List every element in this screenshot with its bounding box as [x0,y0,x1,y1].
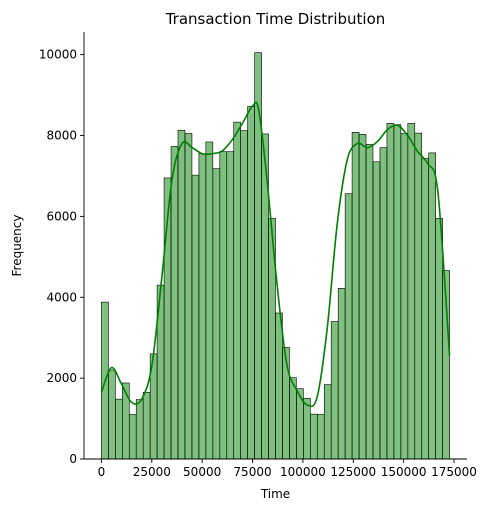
y-axis-title: Frequency [10,215,24,277]
histogram-bar [435,218,443,460]
x-tick-label: 150000 [381,465,427,479]
histogram-bar [316,414,325,460]
y-tick-label: 6000 [46,209,77,223]
histogram-bar [135,399,144,460]
x-tick-label: 100000 [280,465,326,479]
histogram-bars [101,52,450,460]
histogram-bar [128,414,137,460]
histogram-bar [177,129,186,460]
histogram-bar [337,288,346,460]
histogram-bar [421,158,429,460]
histogram-bar [428,152,436,460]
y-tick-label: 4000 [46,290,77,304]
x-tick-label: 175000 [431,465,477,479]
histogram-bar [226,151,235,460]
histogram-bar [247,106,255,460]
histogram-bar [198,153,207,460]
x-tick-label: 0 [98,465,106,479]
histogram-bar [393,124,402,460]
x-tick-label: 25000 [133,465,171,479]
histogram-bar [414,132,423,460]
y-tick-label: 8000 [46,129,77,143]
histogram-bar [330,321,339,460]
y-tick-label: 0 [69,452,77,466]
x-tick-label: 125000 [330,465,376,479]
histogram-bar [344,193,353,460]
histogram-bar [115,398,123,460]
histogram-bar [184,133,193,460]
histogram-bar [108,369,116,460]
histogram-bar [303,398,311,460]
histogram-bar [219,151,228,460]
histogram-bar [310,413,318,460]
histogram-bar [289,377,297,460]
histogram-bar [400,133,409,460]
histogram-bar [351,131,360,460]
histogram-bar [365,144,374,460]
histogram-bar [407,123,416,460]
histogram-bar [379,147,388,460]
chart-title: Transaction Time Distribution [165,10,386,28]
histogram-bar [233,121,241,460]
histogram-bar [254,52,262,460]
kde-curve [100,101,451,408]
histogram-bar [372,161,381,460]
x-tick-label: 75000 [233,465,271,479]
histogram-bar [323,384,332,460]
histogram-bar [142,391,151,460]
y-tick-label: 2000 [46,371,77,385]
histogram-bar [358,134,367,460]
x-axis-title: Time [260,487,290,501]
histogram-bar [205,141,214,460]
histogram-bar [282,347,290,460]
histogram-bar [191,174,200,460]
histogram-bar [240,130,248,460]
y-tick-label: 10000 [39,48,77,62]
x-axis-ticks: 0 25000 50000 75000 100000 125000 150000 175000 [98,459,477,479]
histogram-bar [170,146,179,460]
histogram-bar [275,312,283,460]
x-tick-label: 50000 [183,465,221,479]
y-axis-ticks: 0 2000 4000 6000 8000 10000 [39,48,84,466]
histogram-bar [212,168,221,460]
histogram-bar [386,123,395,460]
